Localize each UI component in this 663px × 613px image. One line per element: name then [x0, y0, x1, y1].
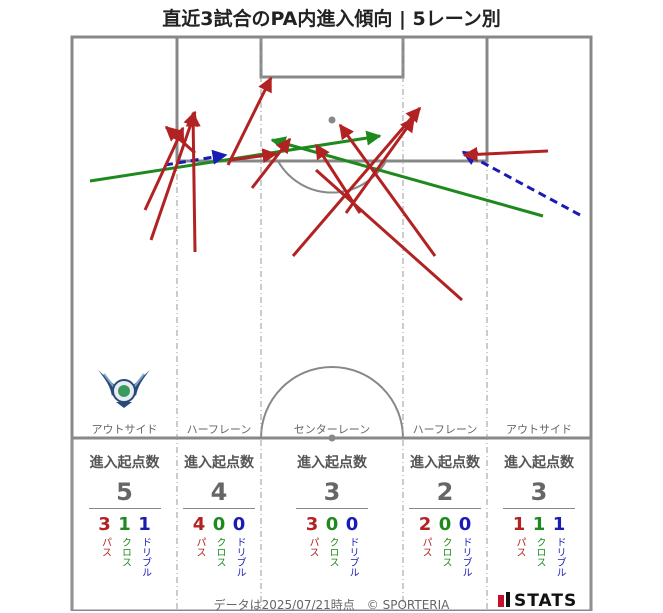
- dribble-count: 0: [458, 514, 472, 535]
- pass-arrow: [229, 148, 278, 164]
- cross-count: 0: [212, 514, 226, 535]
- stat-divider: [183, 508, 255, 509]
- pass-arrow: [149, 110, 198, 241]
- dribble-label: ドリブル: [234, 537, 245, 577]
- cross-count: 1: [532, 514, 546, 535]
- lane-label-halfspace-right: ハーフレーン: [412, 423, 478, 436]
- team-crest-icon: [98, 370, 150, 408]
- pass-count: 2: [418, 514, 432, 535]
- cross-count: 0: [438, 514, 452, 535]
- stat-total: 4: [210, 478, 228, 506]
- stat-header: 進入起点数: [184, 455, 254, 471]
- goal-area: [259, 37, 405, 79]
- stat-header: 進入起点数: [297, 455, 367, 471]
- dribble-label: ドリブル: [139, 537, 151, 577]
- stat-total: 3: [530, 478, 548, 506]
- stat-divider: [503, 508, 575, 509]
- dribble-count: 1: [138, 514, 151, 535]
- cross-count: 1: [118, 514, 131, 535]
- stat-header: 進入起点数: [504, 455, 574, 471]
- stat-total: 2: [436, 478, 454, 506]
- footer-credit: データは2025/07/21時点 © SPORTERIA: [213, 598, 450, 612]
- brand-mark-icon: [506, 592, 510, 607]
- lane-stats-center: 進入起点数 3 3 パス 0 クロス 0 ドリブル: [261, 452, 403, 577]
- pass-arrow: [315, 168, 463, 302]
- pass-arrow: [344, 116, 416, 214]
- penalty-spot: [328, 116, 336, 124]
- stat-divider: [296, 508, 368, 509]
- lane-label-outside-left: アウトサイド: [91, 423, 158, 436]
- dribble-label: ドリブル: [554, 537, 565, 577]
- dribble-arrow: [461, 150, 581, 217]
- penalty-area: [175, 37, 489, 163]
- pass-label: パス: [307, 537, 318, 557]
- cross-count: 0: [325, 514, 339, 535]
- cross-arrow: [270, 136, 544, 218]
- center-spot: [328, 434, 336, 442]
- pass-arrow: [143, 126, 185, 211]
- stat-total: 5: [116, 478, 133, 506]
- lane-label-halfspace-left: ハーフレーン: [186, 423, 252, 436]
- page-title: 直近3試合のPA内進入傾向 | 5レーン別: [162, 8, 501, 30]
- pass-label: パス: [194, 537, 205, 557]
- cross-label: クロス: [534, 537, 545, 567]
- lane-stats-halfspace-right: 進入起点数 2 2 パス 0 クロス 0 ドリブル: [403, 452, 487, 577]
- cross-label: クロス: [327, 537, 338, 567]
- dribble-count: 0: [345, 514, 359, 535]
- brand-name: STATS: [514, 591, 578, 611]
- stat-header: 進入起点数: [410, 455, 480, 471]
- lane-label-center: センターレーン: [293, 423, 371, 436]
- pitch-outline: [70, 35, 593, 611]
- pass-count: 3: [305, 514, 319, 535]
- brand-mark-icon: [498, 595, 504, 607]
- lane-stats-outside-left: 進入起点数 5 3 パス 1 クロス 1 ドリブル: [72, 452, 177, 577]
- pass-arrow: [164, 125, 197, 155]
- pass-arrow: [226, 76, 273, 166]
- pass-arrow: [291, 106, 422, 257]
- pass-arrow: [185, 111, 201, 253]
- cross-label: クロス: [440, 537, 451, 567]
- dribble-label: ドリブル: [347, 537, 358, 577]
- stat-header: 進入起点数: [89, 455, 160, 471]
- pass-arrow: [250, 137, 292, 189]
- lane-label-outside-right: アウトサイド: [506, 423, 572, 436]
- pass-label: パス: [420, 537, 431, 557]
- pass-count: 3: [98, 514, 111, 535]
- stat-divider: [409, 508, 481, 509]
- cross-label: クロス: [214, 537, 225, 567]
- pass-label: パス: [514, 537, 525, 557]
- pass-arrow: [338, 123, 437, 257]
- cross-label: クロス: [119, 537, 131, 567]
- brand-logo: STATS: [498, 591, 577, 611]
- stat-total: 3: [323, 478, 341, 506]
- pass-label: パス: [99, 537, 111, 557]
- lane-stats-outside-right: 進入起点数 3 1 パス 1 クロス 1 ドリブル: [487, 452, 591, 577]
- center-circle: [260, 366, 404, 439]
- dribble-count: 0: [232, 514, 246, 535]
- pass-count: 1: [512, 514, 526, 535]
- stat-divider: [88, 508, 161, 509]
- dribble-count: 1: [552, 514, 566, 535]
- lane-stats-halfspace-left: 進入起点数 4 4 パス 0 クロス 0 ドリブル: [177, 452, 261, 577]
- dribble-label: ドリブル: [460, 537, 471, 577]
- dribble-arrow: [164, 149, 228, 167]
- pass-count: 4: [192, 514, 206, 535]
- pass-arrow: [462, 146, 549, 162]
